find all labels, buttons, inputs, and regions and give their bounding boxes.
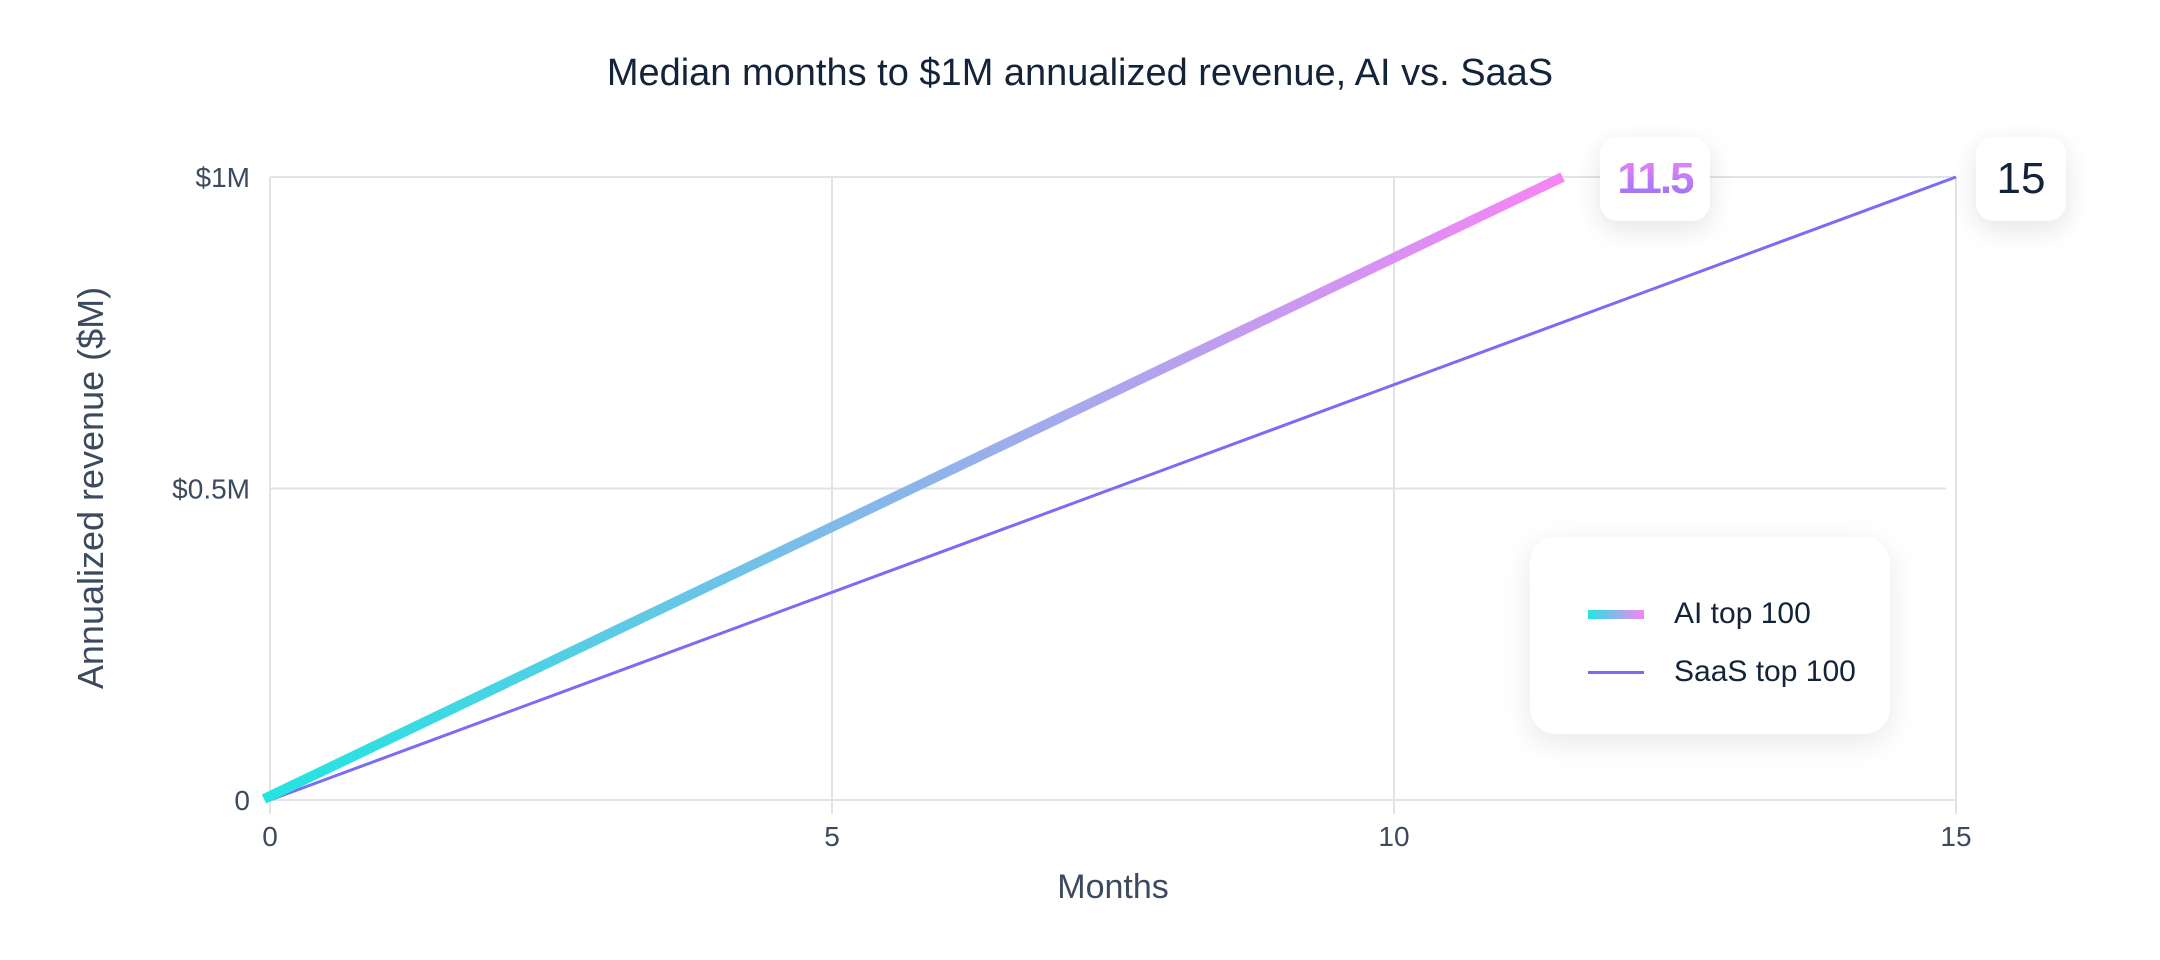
x-tick-label: 10 [1378,821,1409,852]
saas-series-line [269,175,1957,802]
x-tick-label: 15 [1940,821,1971,852]
legend-item-ai[interactable]: AI top 100 [1588,597,1811,631]
x-tick-label: 0 [262,821,278,852]
chart-title: Median months to $1M annualized revenue,… [606,52,1554,94]
x-axis-label: Months [1057,868,1169,906]
ai-series-line [261,172,1565,804]
legend: AI top 100 SaaS top 100 [1530,537,1890,734]
ai-end-label: 11.5 [1600,137,1710,221]
saas-end-label: 15 [1976,137,2066,221]
legend-item-saas[interactable]: SaaS top 100 [1588,655,1856,689]
legend-swatch-saas [1588,670,1644,674]
y-tick-label: 0 [234,785,250,816]
y-axis-label: Annualized revenue ($M) [70,287,111,689]
y-tick-label: $0.5M [172,474,250,505]
legend-swatch-ai [1588,609,1644,619]
y-tick-label: $1M [196,162,250,193]
x-tick-label: 5 [824,821,840,852]
